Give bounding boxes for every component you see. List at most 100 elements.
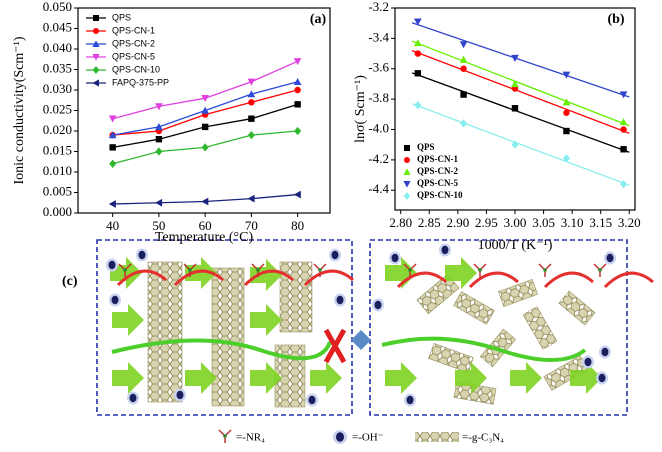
red-arrow bbox=[243, 269, 294, 287]
x-tick-label: 70 bbox=[245, 218, 258, 233]
marker bbox=[248, 115, 255, 122]
marker bbox=[293, 58, 302, 66]
nitride-sheet bbox=[211, 267, 245, 407]
legend-label: QPS-CN-1 bbox=[417, 154, 458, 164]
hydroxide-ion bbox=[176, 390, 184, 400]
marker bbox=[108, 115, 117, 123]
red-arrow bbox=[396, 271, 447, 289]
legend-marker bbox=[92, 40, 100, 47]
marker bbox=[563, 109, 570, 116]
marker bbox=[294, 126, 302, 136]
marker bbox=[248, 99, 255, 106]
marker bbox=[294, 86, 301, 94]
legend-label: QPS bbox=[417, 142, 435, 152]
legend-label: =-OH⁻ bbox=[352, 432, 384, 444]
nitride-sheet bbox=[279, 261, 313, 333]
legend-marker bbox=[404, 145, 410, 151]
hydroxide-ion bbox=[108, 260, 116, 270]
x-tick-label: 80 bbox=[291, 218, 304, 233]
legend-label: QPS-CN-2 bbox=[112, 38, 155, 48]
hydroxide-ion bbox=[129, 393, 137, 403]
red-arrow bbox=[468, 271, 519, 289]
marker bbox=[414, 50, 422, 57]
marker bbox=[414, 18, 422, 26]
legend-marker bbox=[403, 168, 411, 175]
nr4-atom bbox=[256, 268, 260, 272]
green-arrow bbox=[385, 362, 417, 394]
y-tick-label: -3.2 bbox=[368, 0, 389, 14]
hydroxide-ion bbox=[336, 295, 344, 305]
panel-label: (b) bbox=[607, 12, 624, 27]
hydroxide-ion bbox=[584, 357, 592, 367]
green-arrow bbox=[250, 304, 282, 336]
nr4-atom bbox=[408, 268, 412, 272]
nitride-sheet bbox=[428, 342, 474, 374]
ion-path bbox=[381, 336, 587, 362]
panel-box bbox=[96, 239, 353, 416]
x-tick-label: 2.95 bbox=[475, 215, 498, 230]
marker bbox=[414, 101, 422, 110]
separator bbox=[351, 330, 371, 350]
panel-label: (a) bbox=[310, 12, 327, 27]
marker bbox=[201, 95, 209, 103]
x-axis-label: Temperature (°C) bbox=[155, 230, 254, 245]
y-tick-label: 0.035 bbox=[43, 60, 72, 75]
marker bbox=[201, 143, 209, 152]
x-tick-label: 60 bbox=[199, 218, 212, 233]
green-arrow bbox=[455, 362, 487, 394]
legend-label: =-g-C₃N₄ bbox=[462, 432, 504, 444]
y-tick-label: -3.4 bbox=[368, 29, 389, 44]
marker bbox=[620, 146, 627, 153]
legend-label: =-NR₄ bbox=[236, 432, 265, 444]
x-tick-label: 3.05 bbox=[532, 215, 555, 230]
panel-label: (c) bbox=[62, 274, 78, 289]
marker bbox=[155, 103, 163, 111]
y-tick-label: 0.050 bbox=[43, 0, 72, 14]
legend-marker bbox=[92, 79, 99, 87]
hydroxide-ion bbox=[406, 395, 414, 405]
nitride-sheet bbox=[416, 273, 460, 315]
marker bbox=[108, 131, 117, 139]
green-arrow bbox=[445, 257, 477, 289]
green-arrow bbox=[250, 259, 282, 291]
legend-label: FAPQ-375-PP bbox=[112, 77, 169, 87]
marker bbox=[414, 70, 422, 77]
marker bbox=[108, 200, 116, 208]
green-arrow bbox=[185, 362, 217, 394]
nr4-atom bbox=[598, 268, 602, 272]
green-arrow bbox=[385, 257, 417, 289]
legend-label: QPS-CN-1 bbox=[112, 25, 155, 35]
marker bbox=[247, 90, 256, 98]
nitride-sheet bbox=[522, 306, 558, 350]
marker bbox=[563, 127, 570, 135]
marker bbox=[155, 123, 163, 131]
red-arrow bbox=[603, 271, 654, 289]
marker bbox=[511, 140, 519, 149]
hydroxide-ion bbox=[331, 250, 339, 260]
marker bbox=[620, 180, 628, 189]
y-tick-label: 0.045 bbox=[43, 19, 72, 34]
x-tick-label: 3.20 bbox=[618, 215, 641, 230]
y-tick-label: 0.020 bbox=[43, 122, 72, 137]
red-arrow bbox=[173, 269, 224, 287]
x-tick-label: 3.10 bbox=[561, 215, 584, 230]
legend-marker bbox=[403, 192, 411, 200]
hydroxide-ion bbox=[391, 253, 399, 263]
y-tick-label: -4.2 bbox=[368, 151, 389, 166]
marker bbox=[619, 91, 628, 99]
fit-line bbox=[411, 40, 630, 127]
nitride-icon bbox=[415, 432, 459, 442]
nitride-sheet bbox=[558, 290, 596, 326]
y-tick-label: 0.000 bbox=[43, 204, 72, 219]
marker bbox=[562, 154, 570, 163]
hydroxide-ion bbox=[111, 295, 119, 305]
green-arrow bbox=[570, 362, 602, 394]
legend-label: QPS-CN-5 bbox=[112, 51, 155, 61]
legend-marker bbox=[92, 54, 100, 61]
marker bbox=[459, 55, 468, 63]
legend-label: QPS-CN-10 bbox=[112, 64, 160, 74]
marker bbox=[247, 78, 256, 86]
x-tick-label: 50 bbox=[152, 218, 165, 233]
y-tick-label: -3.8 bbox=[368, 90, 389, 105]
